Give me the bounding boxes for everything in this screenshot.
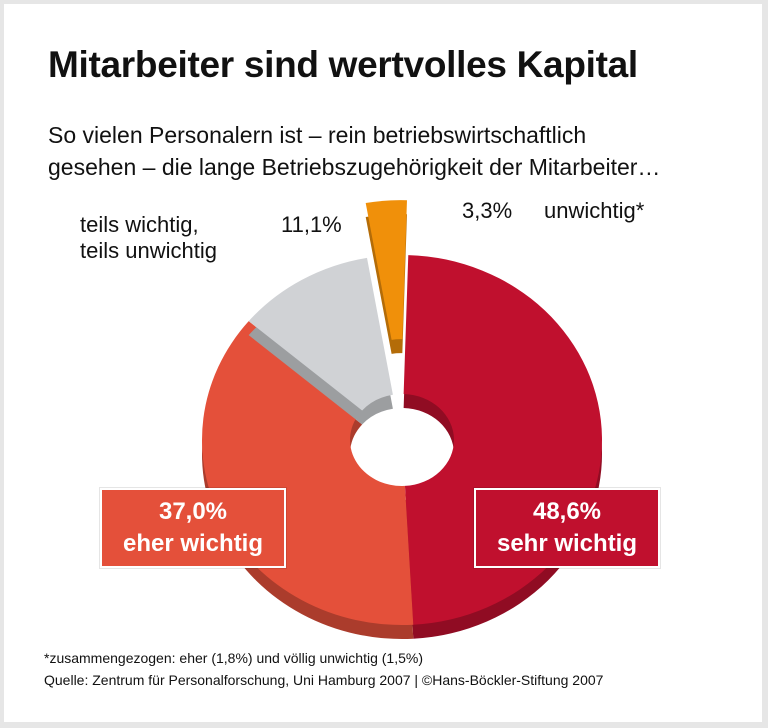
subtitle-line-2: gesehen – die lange Betriebszugehörigkei… [48, 154, 661, 180]
label-teils: teils wichtig, teils unwichtig [80, 212, 217, 264]
label-box-sehr-wichtig: 48,6% sehr wichtig [474, 488, 660, 568]
value-teils: 11,1% [281, 212, 342, 237]
value-eher-wichtig: 37,0% [158, 498, 228, 525]
slice-sehr-wichtig [403, 255, 602, 625]
label-eher-wichtig: eher wichtig [122, 530, 264, 557]
footnote: *zusammengezogen: eher (1,8%) und völlig… [44, 650, 423, 666]
slice-teils-wichtig-teils-unwichtig [248, 257, 393, 411]
label-unwichtig: unwichtig* [544, 198, 645, 223]
label-teils-line1: teils wichtig, [80, 212, 199, 237]
value-sehr-wichtig: 48,6% [532, 498, 602, 525]
chart-title: Mitarbeiter sind wertvolles Kapital [48, 44, 638, 85]
source: Quelle: Zentrum für Personalforschung, U… [44, 672, 604, 688]
subtitle-line-1: So vielen Personalern ist – rein betrieb… [48, 122, 587, 148]
label-sehr-wichtig: sehr wichtig [496, 530, 638, 557]
slice-unwichtig- [365, 200, 407, 340]
value-unwichtig: 3,3% [462, 198, 513, 223]
chart-subtitle: So vielen Personalern ist – rein betrieb… [48, 119, 660, 183]
label-teils-line2: teils unwichtig [80, 238, 217, 263]
label-box-eher-wichtig: 37,0% eher wichtig [100, 488, 286, 568]
